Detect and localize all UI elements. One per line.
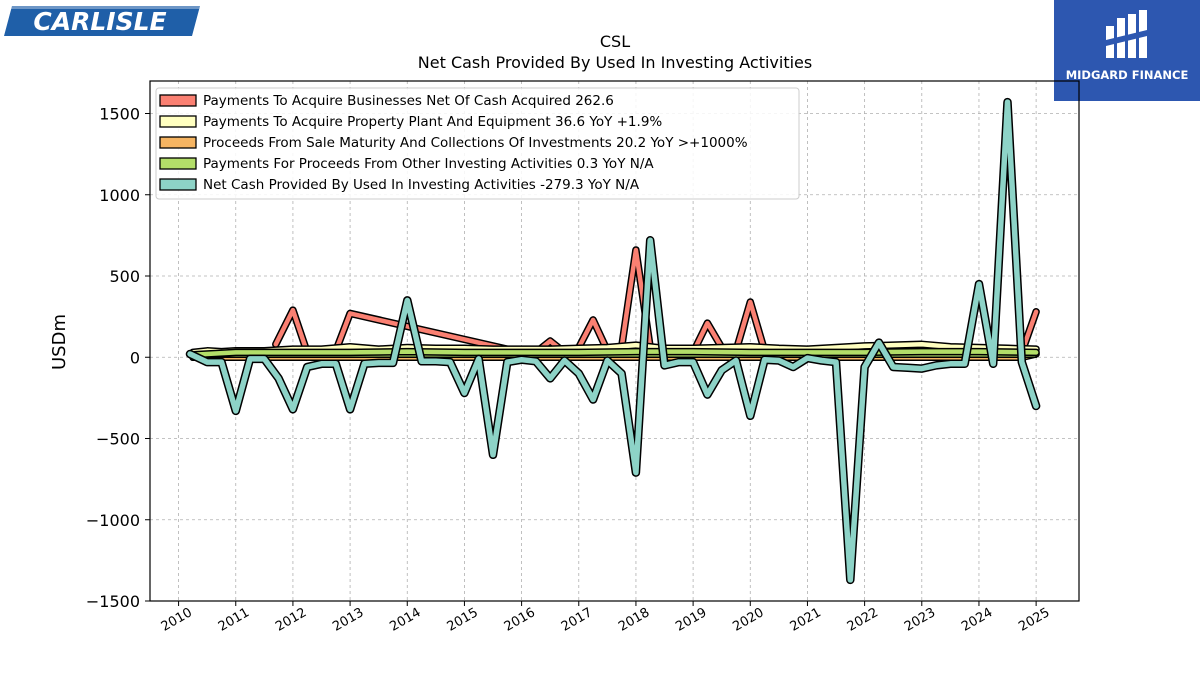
- midgard-logo-text: MIDGARD FINANCE: [1065, 68, 1189, 82]
- midgard-logo-mark: [1106, 10, 1147, 58]
- series-line-net_investing: [187, 99, 1039, 583]
- carlisle-logo-text: CARLISLE: [33, 7, 166, 36]
- y-tick-label: 1000: [99, 186, 140, 205]
- series-line-other_investing: [190, 349, 1039, 358]
- legend-swatch-investments_proceeds: [159, 136, 197, 149]
- legend-label-acquisitions: Payments To Acquire Businesses Net Of Ca…: [203, 93, 614, 109]
- legend-box: [155, 87, 800, 200]
- x-tick-label: 2022: [845, 605, 881, 635]
- x-tick-label: 2014: [387, 605, 423, 635]
- carlisle-logo-mark: CARLISLE: [4, 6, 200, 36]
- chart-subtitle: Net Cash Provided By Used In Investing A…: [418, 53, 812, 72]
- x-tick-label: 2017: [559, 605, 595, 635]
- y-tick-label: 1500: [99, 105, 140, 124]
- legend-label-other_investing: Payments For Proceeds From Other Investi…: [203, 156, 654, 172]
- series-layer: [185, 97, 1041, 585]
- legend-label-investments_proceeds: Proceeds From Sale Maturity And Collecti…: [203, 135, 748, 151]
- x-tick-label: 2019: [673, 605, 709, 635]
- y-tick-label: −1500: [86, 592, 140, 611]
- x-tick-label: 2023: [902, 605, 938, 635]
- x-tick-label: 2013: [330, 605, 366, 635]
- x-tick-label: 2025: [1016, 605, 1052, 635]
- legend-swatch-acquisitions: [159, 94, 197, 107]
- x-tick-label: 2024: [959, 605, 995, 635]
- x-tick-label: 2012: [273, 605, 309, 635]
- plot-frame: [149, 80, 1080, 602]
- legend-swatch-other_investing: [159, 157, 197, 170]
- x-tick-label: 2011: [216, 605, 252, 635]
- y-tick-label: −1000: [86, 511, 140, 530]
- x-tick-label: 2020: [730, 605, 766, 635]
- legend-swatch-ppe: [159, 115, 197, 128]
- legend-swatch-net_investing: [159, 178, 197, 191]
- midgard-finance-logo: MIDGARD FINANCE: [1054, 0, 1200, 101]
- x-tick-label: 2010: [159, 605, 195, 635]
- x-tick-label: 2016: [502, 605, 538, 635]
- legend-label-net_investing: Net Cash Provided By Used In Investing A…: [203, 177, 640, 193]
- chart-title: CSL: [600, 32, 630, 51]
- y-tick-label: −500: [96, 430, 140, 449]
- y-axis-label: USDm: [49, 314, 70, 370]
- legend: Payments To Acquire Businesses Net Of Ca…: [155, 87, 800, 200]
- x-tick-label: 2018: [616, 605, 652, 635]
- legend-label-ppe: Payments To Acquire Property Plant And E…: [203, 114, 662, 130]
- y-tick-label: 0: [130, 348, 140, 367]
- y-tick-label: 500: [109, 267, 140, 286]
- x-tick-label: 2021: [788, 605, 824, 635]
- carlisle-logo: CARLISLE: [4, 4, 200, 38]
- x-tick-label: 2015: [445, 605, 481, 635]
